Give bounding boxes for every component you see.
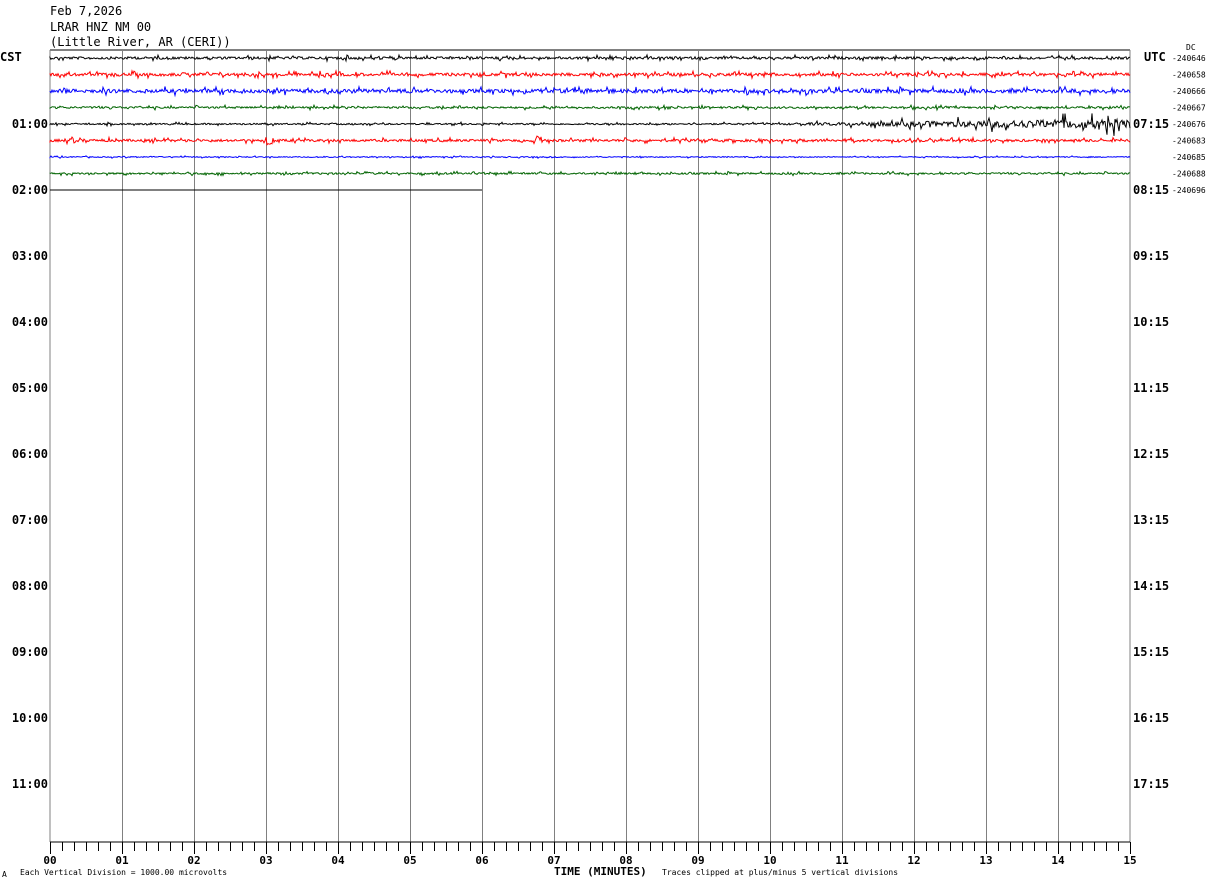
left-hour-label: 04:00 bbox=[12, 315, 48, 329]
dc-offset-label: -240696 bbox=[1172, 186, 1206, 195]
trace-row-7 bbox=[49, 170, 1131, 177]
location-label: (Little River, AR (CERI)) bbox=[50, 35, 231, 49]
x-tick-label: 06 bbox=[475, 854, 489, 867]
x-axis: 00 01 02 03 04 05 06 07 08 09 10 11 12 13 14 15 bbox=[43, 841, 1137, 867]
dc-offset-label: -240683 bbox=[1172, 137, 1206, 146]
station-label: LRAR HNZ NM 00 bbox=[50, 20, 151, 34]
date-label: Feb 7,2026 bbox=[50, 4, 122, 18]
x-tick-label: 01 bbox=[115, 854, 129, 867]
right-hour-label: 15:15 bbox=[1133, 645, 1169, 659]
right-hour-label: 11:15 bbox=[1133, 381, 1169, 395]
right-timezone-label: UTC bbox=[1144, 50, 1166, 64]
x-tick-label: 08 bbox=[619, 854, 632, 867]
right-hour-label: 10:15 bbox=[1133, 315, 1169, 329]
x-tick-label: 11 bbox=[835, 854, 849, 867]
dc-offset-label: -240688 bbox=[1172, 170, 1206, 179]
left-hour-label: 08:00 bbox=[12, 579, 48, 593]
dc-offset-label: -240667 bbox=[1172, 104, 1206, 113]
right-hour-label: 07:15 bbox=[1133, 117, 1169, 131]
left-hour-label: 01:00 bbox=[12, 117, 48, 131]
x-tick-label: 02 bbox=[187, 854, 200, 867]
x-tick-label: 00 bbox=[43, 854, 56, 867]
trace-row-4 bbox=[49, 113, 1131, 136]
x-tick-label: 05 bbox=[403, 854, 416, 867]
dc-offset-label: -240676 bbox=[1172, 120, 1206, 129]
right-hour-label: 13:15 bbox=[1133, 513, 1169, 527]
left-hour-label: 06:00 bbox=[12, 447, 48, 461]
left-hour-label: 09:00 bbox=[12, 645, 48, 659]
trace-row-2 bbox=[49, 84, 1131, 98]
clip-note: Traces clipped at plus/minus 5 vertical … bbox=[662, 868, 898, 877]
left-hour-label: 05:00 bbox=[12, 381, 48, 395]
traces bbox=[49, 53, 1131, 191]
dc-offset-label: -240685 bbox=[1172, 153, 1206, 162]
right-hour-label: 14:15 bbox=[1133, 579, 1169, 593]
corner-mark: A bbox=[2, 870, 7, 879]
trace-row-0 bbox=[49, 53, 1131, 63]
x-tick-label: 04 bbox=[331, 854, 345, 867]
x-axis-title: TIME (MINUTES) bbox=[554, 865, 647, 878]
right-hour-label: 17:15 bbox=[1133, 777, 1169, 791]
grid bbox=[49, 49, 1131, 842]
trace-row-6 bbox=[49, 154, 1131, 160]
x-tick-label: 07 bbox=[547, 854, 560, 867]
left-hour-label: 11:00 bbox=[12, 777, 48, 791]
trace-row-5 bbox=[49, 135, 1131, 146]
x-tick-label: 12 bbox=[907, 854, 920, 867]
x-tick-label: 09 bbox=[691, 854, 704, 867]
x-tick-label: 03 bbox=[259, 854, 272, 867]
dc-offset-label: -240646 bbox=[1172, 54, 1206, 63]
left-hour-label: 02:00 bbox=[12, 183, 48, 197]
right-hour-label: 09:15 bbox=[1133, 249, 1169, 263]
dc-offset-label: -240658 bbox=[1172, 71, 1206, 80]
trace-row-1 bbox=[49, 69, 1131, 81]
right-hour-label: 12:15 bbox=[1133, 447, 1169, 461]
left-timezone-label: CST bbox=[0, 50, 22, 64]
dc-offset-label: -240666 bbox=[1172, 87, 1206, 96]
dc-header-label: DC bbox=[1186, 43, 1196, 52]
scale-note: Each Vertical Division = 1000.00 microvo… bbox=[20, 868, 227, 877]
x-tick-label: 13 bbox=[979, 854, 992, 867]
trace-row-3 bbox=[49, 103, 1130, 112]
right-hour-label: 16:15 bbox=[1133, 711, 1169, 725]
left-hour-label: 03:00 bbox=[12, 249, 48, 263]
x-tick-label: 14 bbox=[1051, 854, 1065, 867]
x-tick-label: 10 bbox=[763, 854, 776, 867]
right-hour-label: 08:15 bbox=[1133, 183, 1169, 197]
x-tick-label: 15 bbox=[1123, 854, 1136, 867]
hour-labels: 01:00 02:00 03:00 04:00 05:00 06:00 07:00 08:00… bbox=[12, 54, 1206, 791]
left-hour-label: 10:00 bbox=[12, 711, 48, 725]
left-hour-label: 07:00 bbox=[12, 513, 48, 527]
